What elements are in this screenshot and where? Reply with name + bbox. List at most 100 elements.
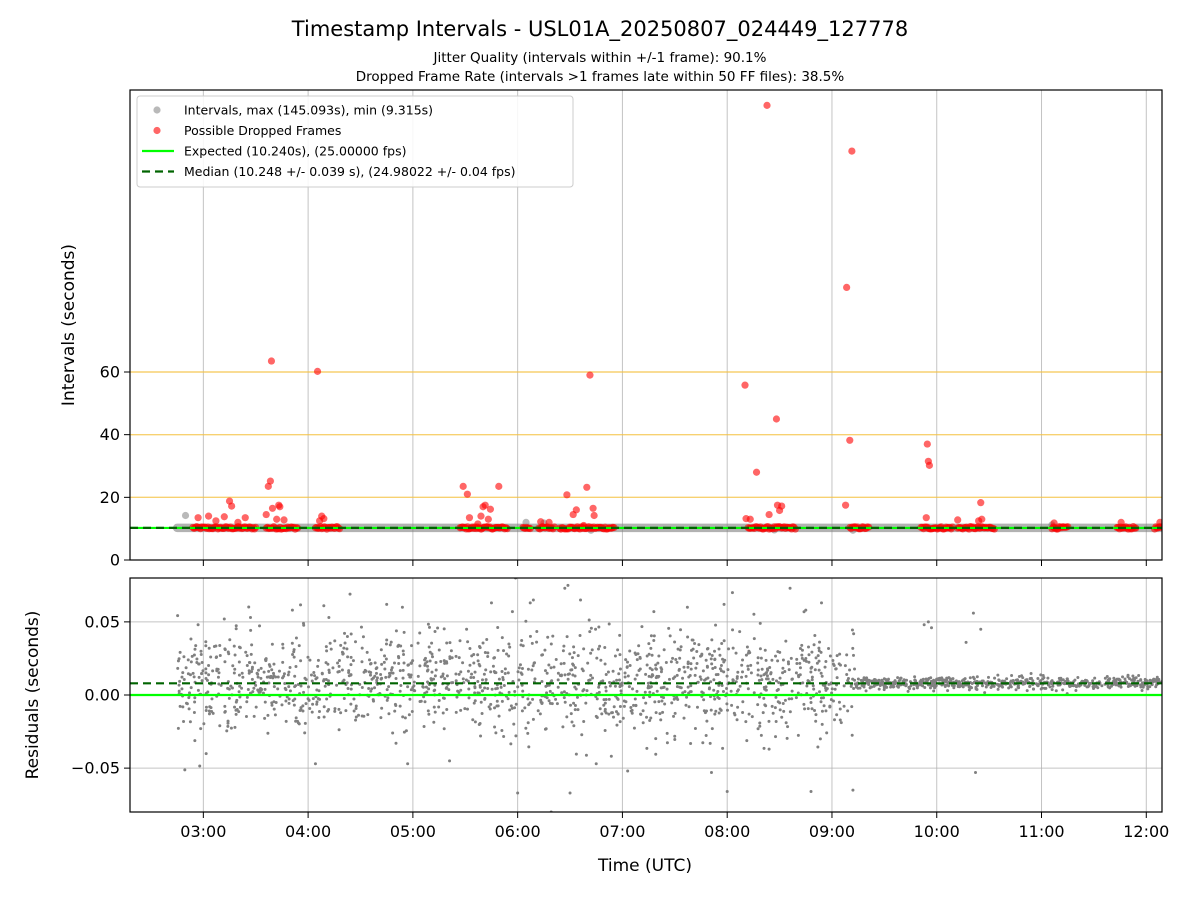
residual-point [380, 662, 384, 666]
residual-point [782, 709, 786, 713]
residual-point [645, 663, 649, 667]
residual-point [433, 683, 437, 687]
residual-point [662, 685, 666, 689]
residual-point [775, 689, 779, 693]
residual-point [516, 670, 520, 674]
residual-point [533, 677, 537, 681]
residual-point [1152, 677, 1156, 681]
residual-point [267, 681, 271, 685]
residual-point [196, 688, 200, 692]
residual-point [281, 660, 285, 664]
residual-point [675, 660, 679, 664]
residual-point [783, 669, 787, 673]
residual-point [238, 684, 242, 688]
residual-point [628, 649, 632, 653]
residual-point [923, 685, 927, 689]
residual-point [822, 696, 826, 700]
residual-point [678, 685, 682, 689]
residual-point [581, 669, 585, 673]
residual-point [461, 661, 465, 665]
residual-point [774, 695, 778, 699]
residual-point [280, 703, 284, 707]
residual-point [645, 715, 649, 719]
residual-point [197, 662, 201, 666]
residual-point [531, 697, 535, 701]
residual-point [491, 664, 495, 668]
residual-point [472, 676, 476, 680]
residual-point [277, 669, 281, 673]
residual-point [410, 709, 414, 713]
residual-point [627, 685, 631, 689]
residual-point [226, 721, 230, 725]
residual-point [930, 681, 934, 685]
residual-point [802, 702, 806, 706]
residual-point [307, 685, 311, 689]
residual-point [418, 664, 422, 668]
residual-point [192, 653, 196, 657]
residual-point [603, 707, 607, 711]
residual-point [697, 643, 701, 647]
dropped-frame-point [486, 505, 495, 513]
dropped-frame-point [1156, 518, 1162, 526]
residual-point [1132, 678, 1136, 682]
residual-point [625, 665, 629, 669]
residual-point [599, 658, 603, 662]
residual-outlier-point [516, 791, 520, 795]
residual-point [413, 689, 417, 693]
residual-point [354, 640, 358, 644]
residual-point [710, 638, 714, 642]
residual-point [719, 708, 723, 712]
residual-point [893, 679, 897, 683]
dropped-frame-point [273, 515, 281, 523]
residual-point [919, 683, 923, 687]
residual-point [259, 666, 263, 670]
dropped-frame-point [484, 515, 492, 523]
dropped-frame-point [204, 512, 213, 520]
residual-point [323, 684, 327, 688]
residual-point [548, 701, 552, 705]
residual-point [297, 644, 301, 648]
residual-point [819, 700, 823, 704]
residual-point [675, 685, 679, 689]
residual-point [528, 634, 532, 638]
residual-point [786, 660, 790, 664]
residual-point [681, 691, 685, 695]
residual-point [547, 663, 551, 667]
residual-point [238, 646, 242, 650]
residual-point [928, 686, 932, 690]
residual-point [192, 710, 196, 714]
residual-point [306, 655, 310, 659]
residual-point [573, 666, 577, 670]
residual-point [459, 708, 463, 712]
residual-point [191, 671, 195, 675]
residual-point [572, 651, 576, 655]
residual-point [805, 684, 809, 688]
residual-point [507, 690, 511, 694]
residual-point [699, 677, 703, 681]
residual-point [189, 686, 193, 690]
residual-point [819, 671, 823, 675]
residual-point [749, 671, 753, 675]
residual-point [309, 673, 313, 677]
residual-outlier-point [510, 610, 514, 614]
residual-point [496, 626, 500, 630]
residual-point [811, 684, 815, 688]
residual-point [602, 703, 606, 707]
residual-point [603, 645, 607, 649]
residual-point [731, 678, 735, 682]
residual-point [254, 705, 258, 709]
residual-point [307, 698, 311, 702]
residual-point [250, 665, 254, 669]
residual-point [555, 702, 559, 706]
residual-point [608, 684, 612, 688]
residual-point [800, 656, 804, 660]
residual-point [794, 696, 798, 700]
dropped-frame-point [194, 514, 202, 522]
dropped-frame-point [778, 502, 786, 510]
residual-point [603, 701, 607, 705]
residual-point [207, 673, 211, 677]
residual-point [223, 704, 227, 708]
residual-point [274, 675, 278, 679]
residual-point [402, 653, 406, 657]
